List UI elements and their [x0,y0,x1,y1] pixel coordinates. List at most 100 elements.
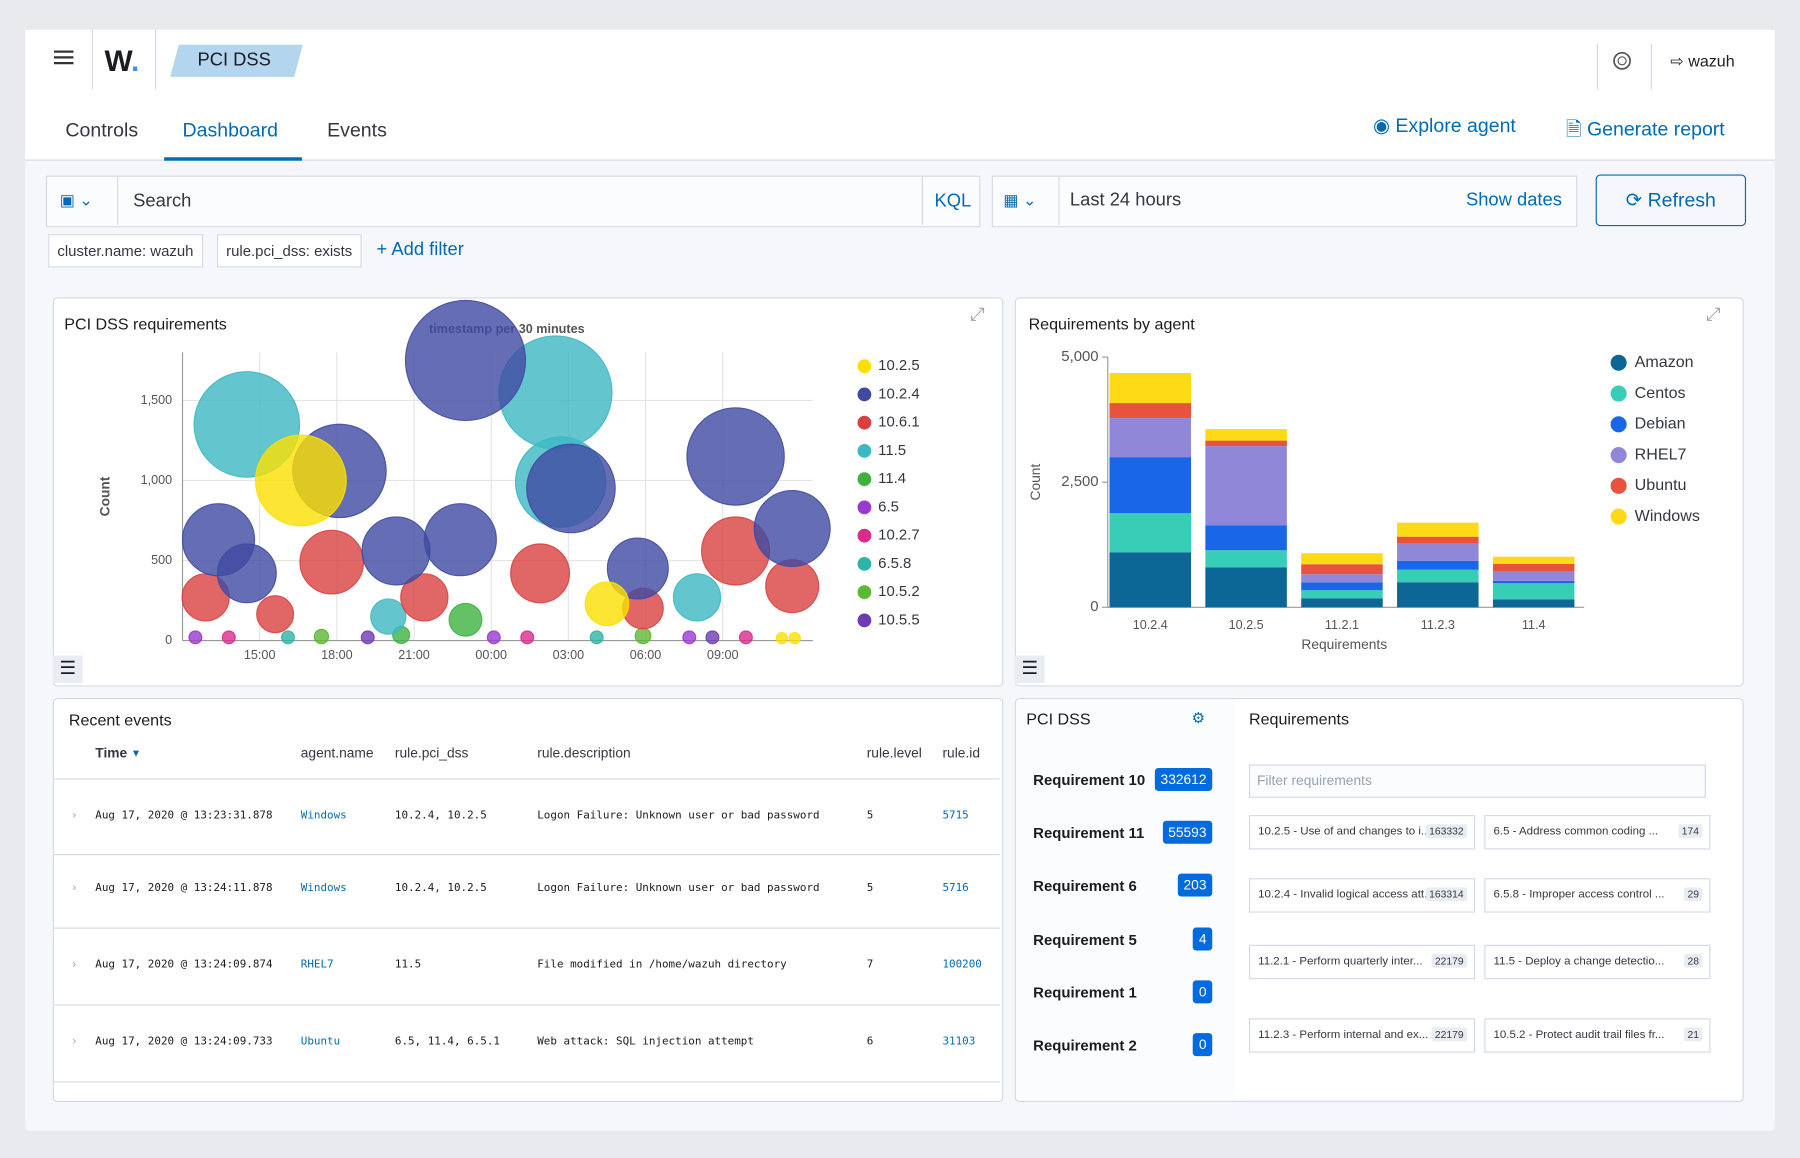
cell[interactable]: Windows [300,881,347,895]
time-range[interactable]: Last 24 hours [1069,190,1182,211]
cell[interactable]: Windows [300,809,347,822]
requirement-name[interactable]: Requirement 6 [1033,877,1137,895]
bar-segment [1301,598,1383,608]
column-header[interactable]: rule.description [537,745,631,762]
requirement-item[interactable]: 10.2.4 - Invalid logical access att... 16… [1248,878,1476,913]
bubble [682,630,697,645]
breadcrumb[interactable]: PCI DSS [197,50,271,71]
legend-label[interactable]: 10.2.5 [878,357,919,374]
calendar-icon[interactable]: ▦ ⌄ [1003,190,1037,209]
show-dates[interactable]: Show dates [1465,190,1562,211]
legend-label[interactable]: Windows [1635,507,1700,525]
add-filter[interactable]: + Add filter [376,239,464,260]
legend-swatch [857,415,872,430]
cell[interactable]: Ubuntu [300,1035,341,1049]
legend-label[interactable]: 10.6.1 [878,414,919,431]
expand-row[interactable]: › [72,881,77,895]
legend-label[interactable]: Ubuntu [1635,476,1687,494]
tab-active[interactable]: Dashboard [182,119,279,142]
legend-swatch [857,444,872,458]
requirement-name[interactable]: Requirement 10 [1033,771,1146,789]
requirement-item[interactable]: 6.5 - Address common coding ... 174 [1484,815,1711,850]
legend-label[interactable]: Centos [1635,384,1686,402]
legend-swatch [857,556,872,571]
kql-toggle[interactable]: KQL [934,191,972,212]
requirement-item[interactable]: 11.5 - Deploy a change detectio... 28 [1484,944,1711,980]
tab[interactable]: Controls [65,119,139,142]
column-header[interactable]: rule.id [942,745,980,762]
legend-label[interactable]: RHEL7 [1635,445,1687,463]
requirement-name[interactable]: Requirement 1 [1033,983,1137,1001]
user-menu[interactable]: ⇨ wazuh [1670,51,1735,71]
divider [921,176,923,226]
legend-label[interactable]: 6.5 [878,498,899,515]
help-icon[interactable] [1612,51,1633,72]
requirement-item[interactable]: 6.5.8 - Improper access control ... 29 [1484,878,1711,913]
requirement-name[interactable]: Requirement 5 [1033,930,1137,948]
divider [154,29,157,90]
divider [1650,43,1652,90]
expand-icon[interactable]: ⤢ [970,305,985,325]
legend-label[interactable]: 6.5.8 [878,555,911,572]
column-header[interactable]: rule.pci_dss [394,745,469,762]
legend-label[interactable]: 10.2.7 [878,527,919,544]
column-header[interactable]: agent.name [300,745,374,762]
bubble [404,299,527,422]
bar-segment [1109,373,1192,404]
expand-row[interactable]: › [72,1035,77,1049]
legend-swatch [857,472,872,487]
filter-input[interactable]: Filter requirements [1248,764,1706,798]
settings-icon[interactable]: ⚙ [1191,709,1205,727]
panel-title: Requirements [1248,709,1350,728]
logo[interactable]: W. [104,43,140,79]
requirement-item[interactable]: 11.2.3 - Perform internal and ex... 22179 [1248,1018,1476,1053]
search-input[interactable]: Search [133,191,192,212]
generate-report[interactable]: 🗎 Generate report [1565,118,1725,141]
expand-icon[interactable]: ⤢ [1705,305,1721,325]
bar-segment [1397,536,1479,544]
cell[interactable]: 100200 [942,958,982,972]
requirement-name[interactable]: Requirement 11 [1033,824,1145,842]
bubble [705,630,720,645]
expand-row[interactable]: › [72,958,77,972]
cell[interactable]: 31103 [942,1035,976,1049]
cell[interactable]: 5716 [942,881,969,895]
requirement-name[interactable]: Requirement 2 [1033,1036,1137,1054]
legend-label[interactable]: 10.5.5 [878,611,919,628]
x-axis-label: Requirements [1301,637,1387,652]
bar-segment [1492,583,1575,600]
x-tick-label: 11.4 [1522,618,1546,632]
x-tick-label: 10.2.5 [1229,618,1264,632]
search-box[interactable] [45,175,981,228]
cell[interactable]: 5715 [942,809,969,822]
menu-icon[interactable] [53,48,76,66]
cell: 7 [866,958,874,972]
requirement-item[interactable]: 11.2.1 - Perform quarterly inter... 22179 [1248,944,1476,980]
requirement-item[interactable]: 10.5.2 - Protect audit trail files fr...… [1484,1018,1711,1053]
filter-pill[interactable]: rule.pci_dss: exists [216,234,362,268]
legend-label[interactable]: 11.4 [878,470,906,487]
date-picker[interactable] [991,175,1578,228]
legend-label[interactable]: Amazon [1635,353,1694,371]
legend-label[interactable]: 10.2.4 [878,385,919,402]
cell[interactable]: RHEL7 [300,958,334,972]
refresh-label: Refresh [1647,189,1716,212]
column-header[interactable]: Time [95,745,128,762]
legend-toggle[interactable]: ☰ [1014,655,1045,684]
requirement-item[interactable]: 10.2.5 - Use of and changes to i... 16333… [1248,815,1476,850]
refresh-button[interactable]: ⟳ Refresh [1595,174,1747,227]
cell: 10.2.4, 10.2.5 [394,881,487,895]
legend-label[interactable]: 10.5.2 [878,583,919,600]
saved-query-icon[interactable]: ▣ ⌄ [59,190,93,209]
y-tick-label: 500 [151,553,172,567]
legend-label[interactable]: 11.5 [878,442,906,459]
legend-label[interactable]: Debian [1635,415,1686,433]
tab[interactable]: Events [327,119,387,142]
explore-agent[interactable]: ◉ Explore agent [1372,114,1516,137]
column-header[interactable]: rule.level [866,745,922,762]
requirement-count: 0 [1193,1033,1213,1057]
filter-pill[interactable]: cluster.name: wazuh [48,234,203,268]
bubble [221,630,236,645]
expand-row[interactable]: › [72,809,77,822]
legend-toggle[interactable]: ☰ [52,655,83,684]
